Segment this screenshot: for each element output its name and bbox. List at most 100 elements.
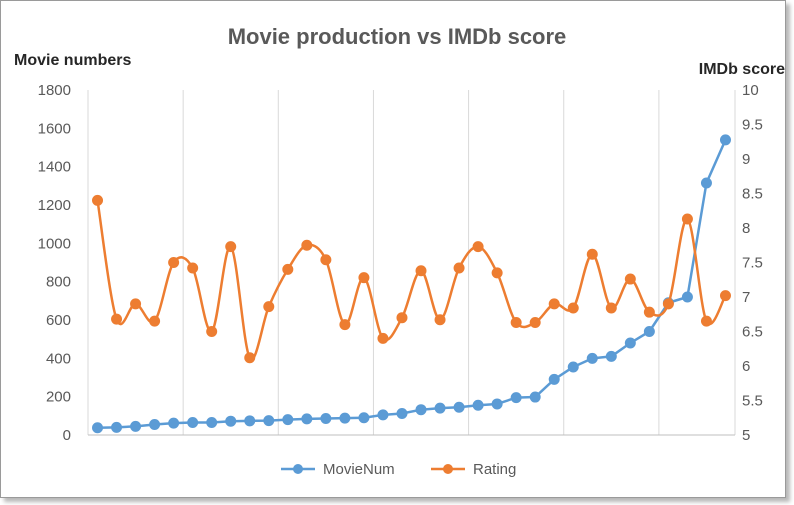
right-tick-label: 5.5 (742, 393, 763, 410)
point-movienum (586, 352, 598, 364)
point-movienum (225, 415, 237, 427)
right-axis-title: IMDb score (699, 61, 785, 78)
left-tick-label: 1800 (38, 82, 71, 99)
legend-item-movienum: MovieNum (281, 461, 395, 478)
point-movienum (681, 291, 693, 303)
point-rating (700, 315, 712, 327)
point-rating (586, 248, 598, 260)
chart-svg: Movie production vs IMDb score Movie num… (14, 24, 785, 478)
point-rating (662, 298, 674, 310)
point-rating (491, 267, 503, 279)
point-rating (510, 317, 522, 329)
right-tick-label: 8 (742, 220, 750, 237)
point-rating (643, 306, 655, 318)
point-rating (111, 313, 123, 325)
point-movienum (567, 361, 579, 373)
point-movienum (510, 392, 522, 404)
point-rating (168, 257, 180, 268)
point-movienum (624, 337, 636, 349)
point-rating (244, 352, 256, 364)
point-rating (263, 301, 275, 313)
series-layer (92, 134, 731, 434)
point-rating (529, 317, 541, 329)
left-tick-label: 1600 (38, 120, 71, 137)
point-movienum (320, 413, 332, 425)
point-rating (282, 263, 294, 275)
point-movienum (263, 415, 275, 427)
point-movienum (434, 402, 446, 414)
right-tick-label: 6.5 (742, 324, 763, 341)
left-axis-title: Movie numbers (14, 52, 131, 69)
point-movienum (415, 404, 427, 416)
right-tick-label: 5 (742, 427, 750, 444)
point-rating (187, 262, 199, 274)
point-rating (377, 332, 389, 344)
right-tick-label: 8.5 (742, 186, 763, 203)
point-movienum (472, 399, 484, 411)
legend: MovieNum Rating (281, 461, 516, 478)
point-movienum (453, 401, 465, 413)
left-tick-label: 400 (46, 350, 71, 367)
legend-label-rating: Rating (473, 461, 516, 478)
point-movienum (700, 177, 712, 189)
right-tick-label: 7.5 (742, 255, 763, 272)
point-movienum (339, 412, 351, 424)
legend-label-movienum: MovieNum (323, 461, 395, 478)
point-rating (130, 298, 142, 310)
series-line-movienum (97, 139, 727, 429)
right-tick-label: 9 (742, 151, 750, 168)
left-tick-label: 800 (46, 274, 71, 291)
point-rating (548, 298, 560, 310)
point-movienum (358, 412, 370, 424)
point-movienum (130, 420, 142, 432)
series-movienum (92, 134, 731, 434)
point-rating (92, 194, 104, 206)
point-movienum (548, 373, 560, 385)
series-rating (92, 194, 731, 364)
point-movienum (377, 409, 389, 421)
right-axis-ticks: 5 5.5 6 6.5 7 7.5 8 8.5 9 9.5 10 (742, 82, 763, 444)
left-axis-ticks: 0 200 400 600 800 1000 1200 1400 1600 1800 (38, 82, 71, 444)
point-rating (339, 319, 351, 331)
point-rating (320, 254, 332, 266)
point-movienum (244, 415, 256, 427)
chart-frame: Movie production vs IMDb score Movie num… (0, 0, 786, 498)
point-movienum (149, 418, 161, 430)
point-movienum (396, 408, 408, 420)
left-tick-label: 0 (63, 427, 71, 444)
point-movienum (643, 326, 655, 337)
point-rating (396, 312, 408, 324)
point-rating (206, 326, 218, 337)
point-movienum (301, 413, 313, 425)
right-tick-label: 7 (742, 289, 750, 306)
point-rating (605, 302, 617, 314)
right-tick-label: 9.5 (742, 117, 763, 134)
point-rating (453, 262, 465, 274)
point-rating (301, 239, 313, 251)
point-rating (225, 241, 237, 253)
right-tick-label: 6 (742, 358, 750, 375)
point-rating (624, 273, 636, 285)
left-tick-label: 200 (46, 389, 71, 406)
point-rating (472, 241, 484, 253)
right-tick-label: 10 (742, 82, 759, 99)
chart-title: Movie production vs IMDb score (228, 24, 567, 49)
point-rating (358, 272, 370, 284)
point-rating (719, 290, 731, 302)
legend-item-rating: Rating (431, 461, 516, 478)
gridlines (87, 90, 736, 436)
left-tick-label: 600 (46, 312, 71, 329)
point-movienum (111, 421, 123, 433)
point-movienum (206, 417, 218, 429)
legend-marker-rating (443, 464, 453, 474)
left-tick-label: 1200 (38, 197, 71, 214)
point-rating (681, 213, 693, 225)
left-tick-label: 1000 (38, 235, 71, 252)
point-movienum (491, 398, 503, 410)
point-rating (567, 302, 579, 314)
point-rating (434, 314, 446, 326)
point-movienum (168, 417, 180, 429)
left-tick-label: 1400 (38, 159, 71, 176)
point-rating (415, 265, 427, 277)
point-movienum (529, 391, 541, 403)
